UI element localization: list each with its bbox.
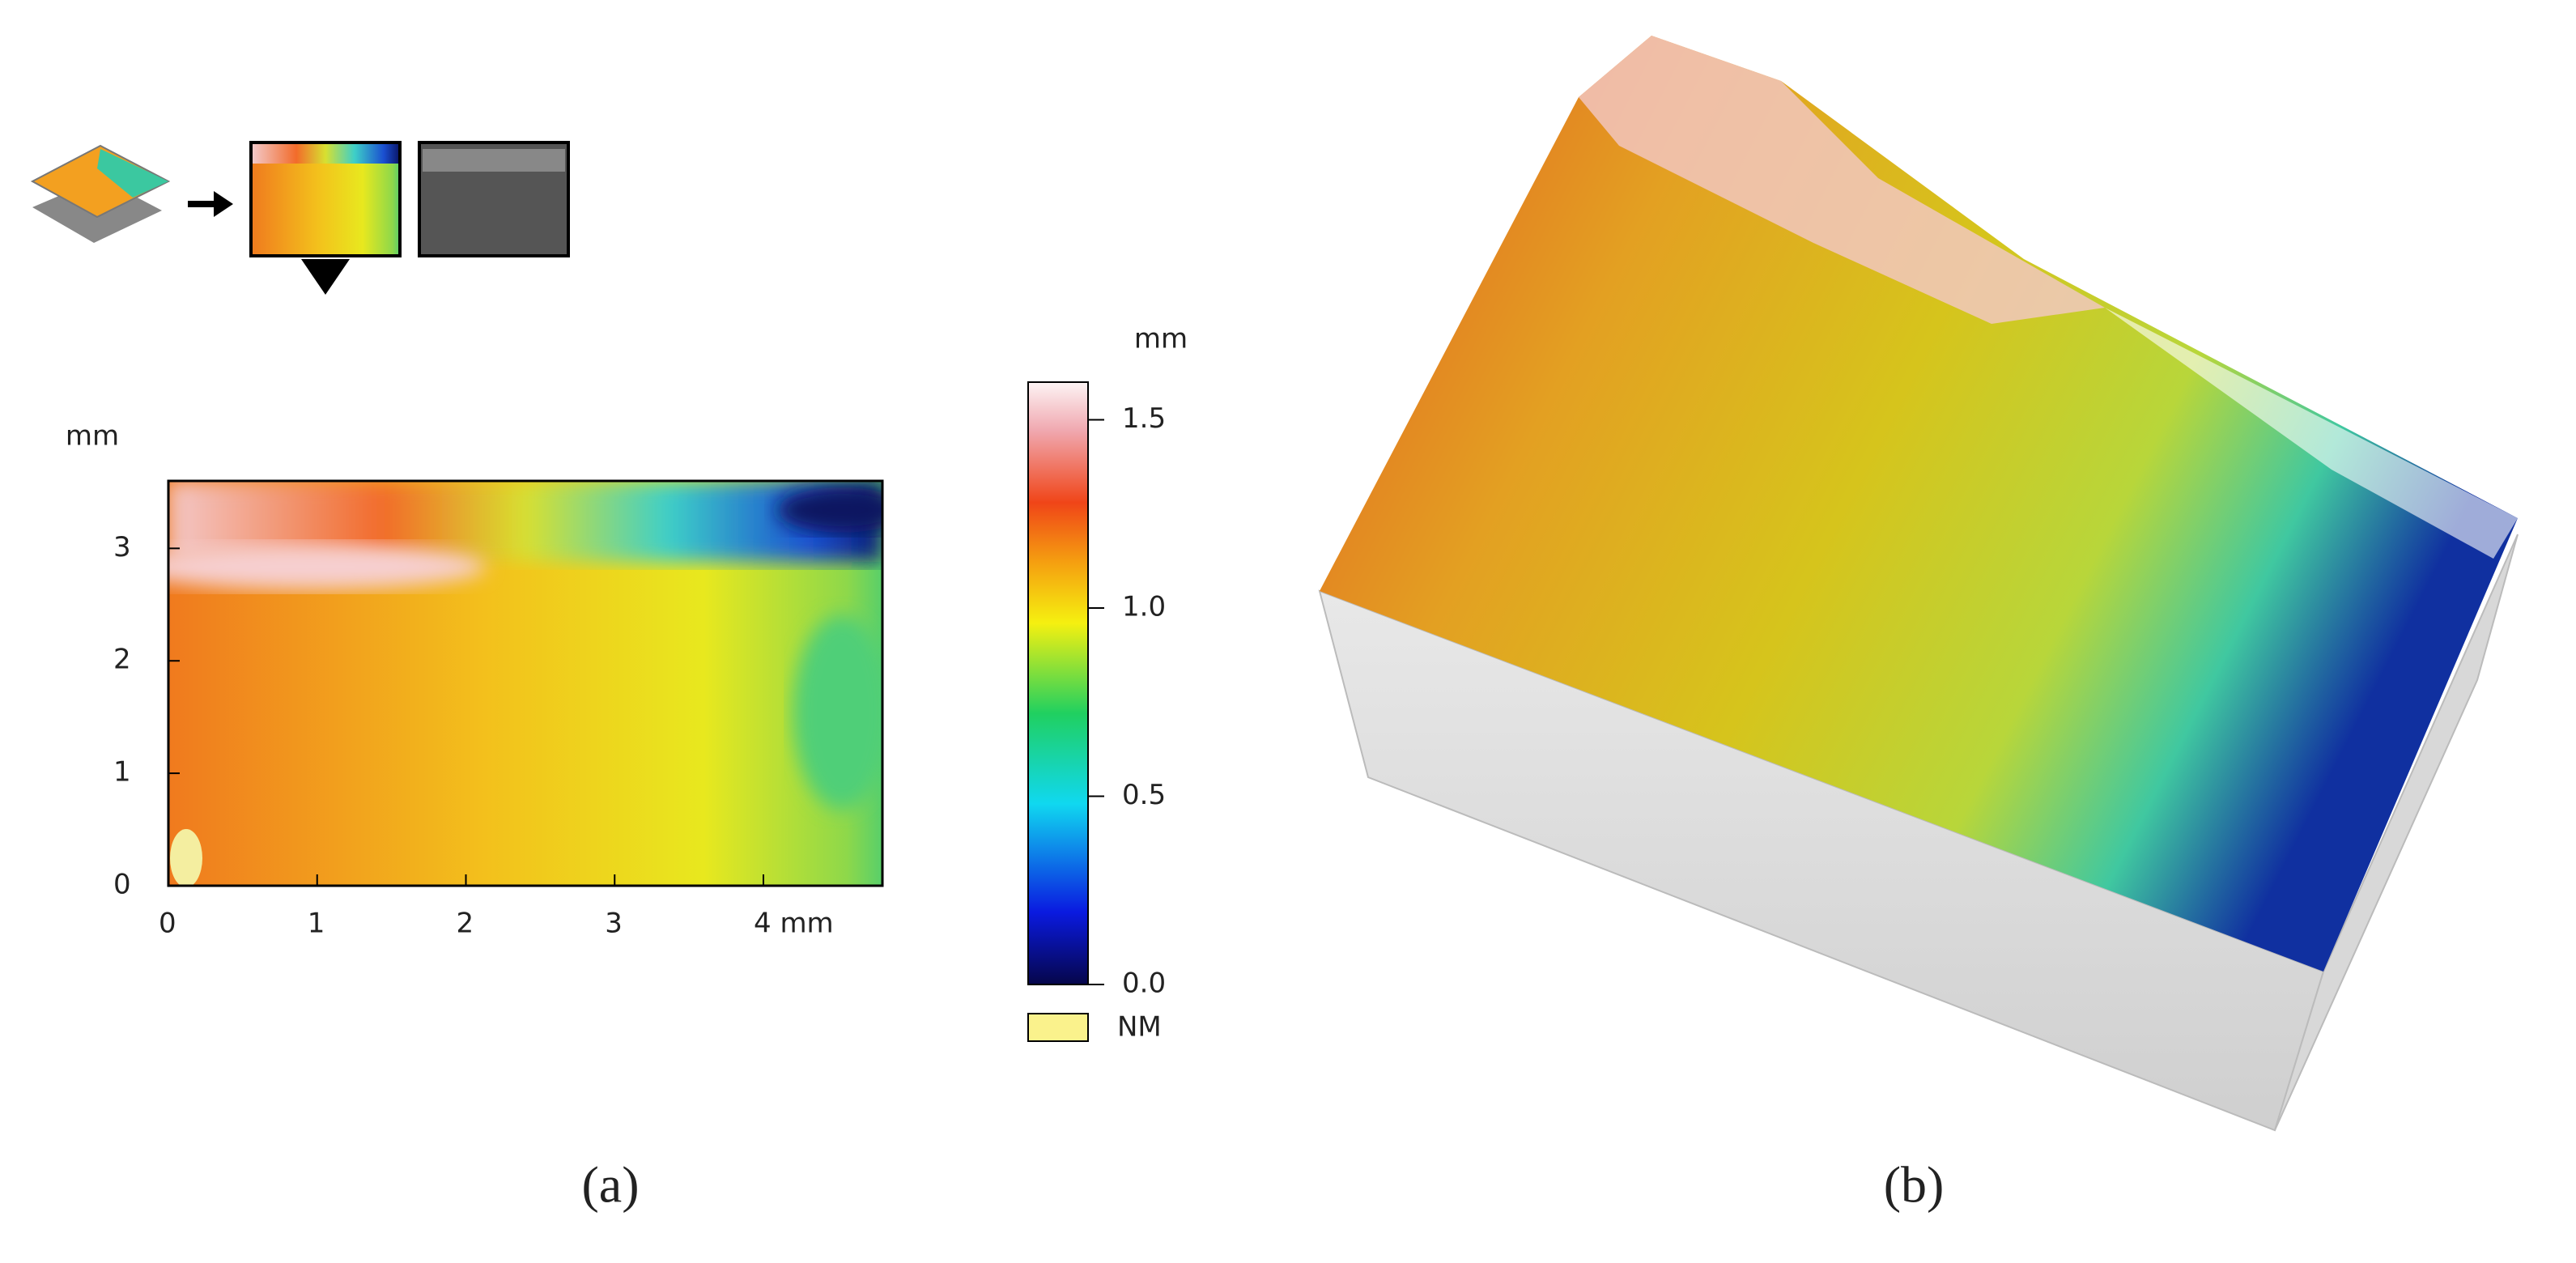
x-tick-label: 3 (605, 908, 623, 940)
x-tick-label: 4 mm (754, 908, 834, 940)
caption: (a) (581, 1156, 639, 1214)
plot-frame (167, 479, 884, 887)
colorbar-tick-label: 1.5 (1122, 402, 1166, 435)
colorbar-label: mm (1134, 323, 1188, 355)
caption: (b) (1884, 1156, 1945, 1214)
colorbar-tick-label: 0.5 (1122, 779, 1166, 811)
nm-swatch (1027, 1013, 1089, 1042)
y-tick-label: 3 (113, 531, 131, 563)
colorbar-tick-label: 0.0 (1122, 967, 1166, 1000)
y-tick-label: 2 (113, 644, 131, 676)
surface-3d (1318, 36, 2519, 1132)
y-tick-label: 0 (113, 869, 131, 901)
x-tick-label: 2 (457, 908, 474, 940)
colorbar (1027, 381, 1089, 985)
height-map (168, 481, 882, 886)
x-tick-label: 0 (159, 908, 176, 940)
workflow-icons (30, 141, 570, 295)
y-tick-label: 1 (113, 756, 131, 789)
y-axis-label: mm (66, 420, 119, 453)
x-tick-label: 1 (308, 908, 325, 940)
nm-label: NM (1117, 1011, 1162, 1044)
colorbar-tick-label: 1.0 (1122, 591, 1166, 623)
